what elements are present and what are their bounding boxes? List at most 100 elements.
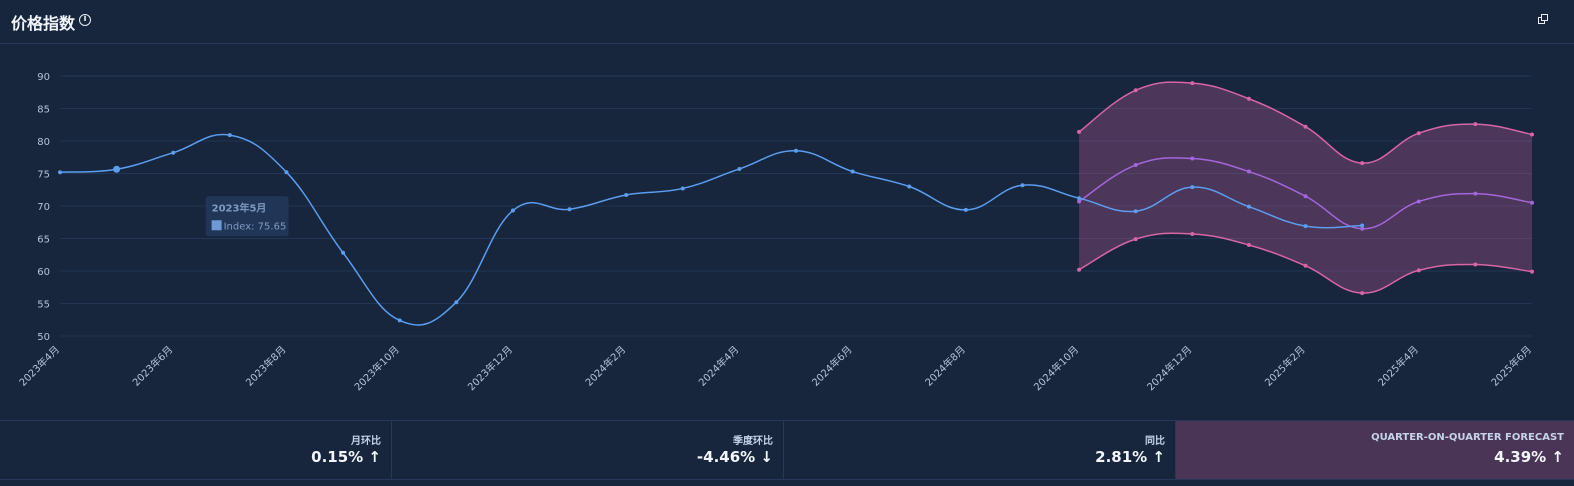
index-point bbox=[1303, 224, 1308, 229]
x-tick-label: 2025年2月 bbox=[1262, 343, 1308, 389]
x-tick-label: 2023年12月 bbox=[465, 343, 515, 393]
index-point bbox=[624, 192, 629, 197]
forecast-lower-point bbox=[1416, 268, 1421, 273]
panel-title: 价格指数 bbox=[11, 14, 76, 33]
index-point bbox=[794, 148, 798, 153]
index-point bbox=[1190, 185, 1195, 190]
forecast-band bbox=[1079, 82, 1532, 294]
kpi-label: 季度环比 bbox=[733, 436, 773, 447]
kpi-label: QUARTER-ON-QUARTER FORECAST bbox=[1371, 432, 1564, 443]
index-point bbox=[284, 170, 289, 175]
kpi-qoq: 季度环比 -4.46% ↓ bbox=[392, 421, 784, 479]
kpi-value: 4.39% ↑ bbox=[1494, 448, 1564, 466]
kpi-label: 同比 bbox=[1145, 436, 1165, 447]
arrow-up-icon: ↑ bbox=[1551, 448, 1564, 466]
forecast-lower-point bbox=[1303, 263, 1308, 268]
x-tick-label: 2023年4月 bbox=[16, 343, 62, 389]
forecast-upper-point bbox=[1133, 88, 1138, 93]
forecast-point bbox=[1360, 226, 1365, 231]
forecast-lower-point bbox=[1190, 231, 1195, 236]
forecast-lower-point bbox=[1530, 269, 1534, 274]
forecast-lower-point bbox=[1133, 237, 1138, 242]
price-index-chart: 50 55 60 65 70 75 80 85 90 2023年4月 2023年6月 2023年8月 2… bbox=[16, 72, 1534, 393]
kpi-value: -4.46% ↓ bbox=[696, 448, 773, 466]
forecast-upper-point bbox=[1530, 132, 1534, 137]
forecast-upper-point bbox=[1303, 124, 1308, 129]
forecast-upper-point bbox=[1190, 81, 1195, 86]
index-point bbox=[454, 300, 459, 305]
y-tick-label: 60 bbox=[37, 267, 50, 278]
forecast-upper-point bbox=[1077, 129, 1082, 134]
forecast-point bbox=[1133, 163, 1138, 168]
info-icon[interactable]: i bbox=[79, 14, 91, 26]
kpi-yoy: 同比 2.81% ↑ bbox=[784, 421, 1176, 479]
y-tick-label: 85 bbox=[37, 105, 50, 116]
forecast-upper-point bbox=[1360, 161, 1365, 166]
forecast-lower-point bbox=[1077, 267, 1082, 272]
index-point bbox=[1133, 209, 1138, 214]
index-point bbox=[850, 169, 855, 174]
forecast-lower-point bbox=[1360, 291, 1365, 296]
forecast-point bbox=[1530, 200, 1534, 205]
index-point bbox=[1020, 183, 1025, 188]
kpi-qoq-forecast: QUARTER-ON-QUARTER FORECAST 4.39% ↑ bbox=[1176, 421, 1574, 479]
y-tick-label: 55 bbox=[37, 300, 50, 311]
index-point bbox=[113, 165, 121, 173]
x-tick-label: 2024年10月 bbox=[1031, 343, 1081, 393]
index-point bbox=[963, 207, 968, 212]
index-point bbox=[58, 170, 62, 175]
index-point bbox=[737, 166, 742, 171]
index-point bbox=[341, 250, 346, 255]
arrow-down-icon: ↓ bbox=[760, 448, 773, 466]
kpi-mom: 月环比 0.15% ↑ bbox=[0, 421, 392, 479]
y-tick-label: 50 bbox=[37, 332, 50, 343]
forecast-point bbox=[1190, 156, 1195, 161]
forecast-point bbox=[1303, 194, 1308, 199]
index-point bbox=[510, 208, 515, 213]
index-point bbox=[227, 133, 232, 138]
y-tick-label: 75 bbox=[37, 170, 50, 181]
kpi-value: 2.81% ↑ bbox=[1095, 448, 1165, 466]
index-point bbox=[1077, 196, 1082, 201]
forecast-lower-point bbox=[1473, 262, 1478, 267]
x-tick-label: 2023年10月 bbox=[351, 343, 401, 393]
y-tick-label: 80 bbox=[37, 137, 50, 148]
forecast-upper-point bbox=[1246, 96, 1251, 101]
index-point bbox=[680, 186, 685, 191]
panel-header: 价格指数 i bbox=[0, 0, 1574, 44]
x-tick-label: 2024年2月 bbox=[582, 343, 628, 389]
x-tick-label: 2024年12月 bbox=[1144, 343, 1194, 393]
tooltip-swatch bbox=[211, 220, 222, 231]
forecast-point bbox=[1077, 199, 1082, 204]
index-point bbox=[1360, 223, 1365, 228]
x-tick-label: 2023年6月 bbox=[130, 343, 176, 389]
index-point bbox=[171, 150, 176, 155]
y-tick-label: 90 bbox=[37, 72, 50, 83]
x-tick-label: 2024年6月 bbox=[809, 343, 855, 389]
tooltip-title: 2023年5月 bbox=[212, 201, 267, 214]
tooltip-box bbox=[205, 196, 289, 237]
x-tick-label: 2025年4月 bbox=[1375, 343, 1421, 389]
index-point bbox=[567, 207, 572, 212]
forecast-point bbox=[1416, 199, 1421, 204]
x-tick-label: 2024年8月 bbox=[922, 343, 968, 389]
tooltip-label: Index: 75.65 bbox=[224, 221, 287, 232]
y-tick-label: 70 bbox=[37, 202, 50, 213]
kpi-value: 0.15% ↑ bbox=[311, 448, 381, 466]
x-tick-label: 2023年8月 bbox=[243, 343, 289, 389]
forecast-upper-point bbox=[1416, 131, 1421, 136]
index-point bbox=[397, 318, 402, 323]
kpi-bar: 月环比 0.15% ↑ 季度环比 -4.46% ↓ 同比 2.81% ↑ QUA… bbox=[0, 420, 1574, 480]
kpi-label: 月环比 bbox=[351, 436, 381, 447]
x-tick-label: 2025年6月 bbox=[1488, 343, 1534, 389]
index-point bbox=[907, 184, 912, 189]
arrow-up-icon: ↑ bbox=[368, 448, 381, 466]
x-tick-label: 2024年4月 bbox=[696, 343, 742, 389]
arrow-up-icon: ↑ bbox=[1152, 448, 1165, 466]
expand-icon[interactable] bbox=[1538, 14, 1548, 24]
forecast-upper-point bbox=[1473, 122, 1478, 127]
forecast-point bbox=[1246, 169, 1251, 174]
forecast-point bbox=[1473, 191, 1478, 196]
forecast-lower-point bbox=[1246, 243, 1251, 247]
index-point bbox=[1246, 204, 1251, 209]
